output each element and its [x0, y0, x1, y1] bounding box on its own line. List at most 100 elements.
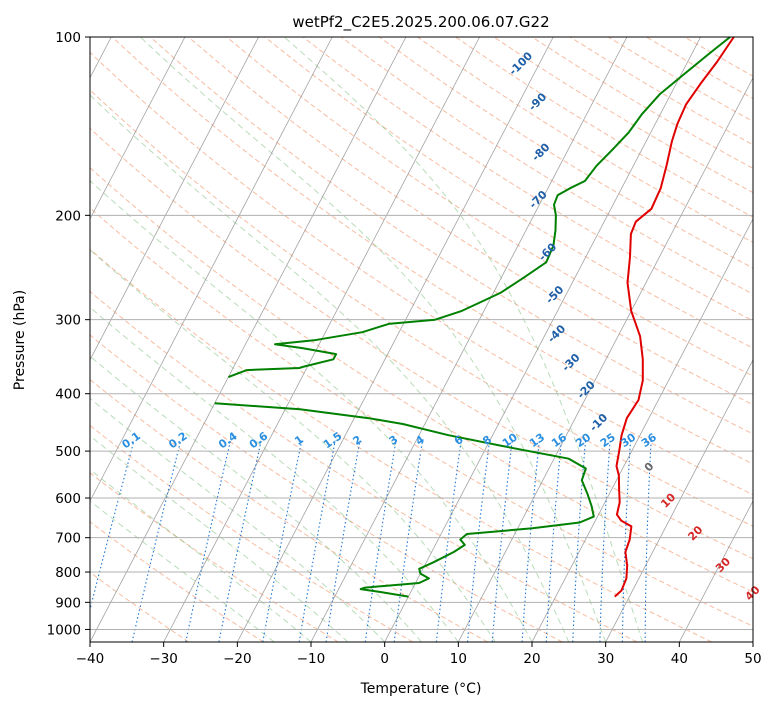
moist-adiabat	[90, 500, 275, 642]
moist-adiabat	[90, 249, 496, 642]
sounding-series	[214, 37, 735, 598]
isotherm	[531, 217, 753, 642]
mixing-ratio-line	[364, 440, 397, 642]
isotherm-label: 0	[642, 459, 657, 474]
mixing-ratio-label: 2	[351, 433, 365, 448]
mixing-ratio-line	[218, 440, 262, 642]
mixing-ratio-label: 16	[549, 430, 569, 450]
dry-adiabat	[226, 37, 753, 377]
chart-title: wetPf2_C2E5.2025.200.06.07.G22	[292, 13, 549, 32]
moist-adiabat	[90, 397, 386, 642]
isotherm	[90, 37, 186, 220]
dry-adiabat	[646, 37, 753, 100]
isotherm-label: -90	[526, 90, 549, 113]
mixing-ratio-label: 6	[452, 433, 466, 448]
x-tick-label: −20	[223, 651, 252, 667]
moist-adiabat	[90, 355, 422, 642]
moist-adiabat	[139, 37, 607, 642]
y-tick-label: 1000	[47, 622, 81, 638]
mixing-ratio-line	[325, 440, 361, 642]
mixing-ratio-label: 8	[480, 433, 494, 448]
y-axis-label: Pressure (hPa)	[12, 290, 28, 390]
x-tick-label: 50	[744, 651, 761, 667]
sounding-line-2	[228, 37, 731, 379]
dry-adiabat	[90, 472, 339, 642]
isotherm	[90, 37, 407, 642]
moist-adiabat	[283, 37, 643, 642]
y-tick-label: 100	[55, 30, 81, 46]
mixing-ratio-line	[393, 440, 424, 642]
mixing-ratio-line	[262, 440, 303, 642]
mixing-ratio-line	[572, 440, 587, 642]
isotherm-label: -10	[587, 411, 610, 434]
mixing-ratio-label: 36	[639, 430, 659, 450]
isotherm-label: -30	[559, 351, 582, 374]
mixing-ratio-line	[644, 440, 652, 642]
dry-adiabat	[111, 37, 753, 465]
dry-adiabat	[188, 37, 753, 406]
dry-adiabat	[90, 248, 712, 642]
dry-adiabat	[90, 521, 264, 642]
isotherm-label: 20	[685, 523, 705, 543]
isotherm	[678, 500, 753, 642]
dry-adiabat	[684, 37, 753, 77]
y-tick-label: 400	[55, 387, 81, 403]
x-axis-label: Temperature (°C)	[360, 681, 482, 697]
dry-adiabat	[90, 571, 190, 642]
dry-adiabat	[90, 378, 488, 642]
sounding-line-0	[614, 37, 735, 598]
mixing-ratio-line	[90, 440, 135, 612]
mixing-ratio-label: 10	[500, 431, 520, 451]
isotherm	[752, 641, 753, 642]
isopleth-labels: 0.1 0.2 0.4 0.6 1 1.5 2 3 4 6 8 10 13 16 20 25 30 36-100-…	[120, 49, 763, 603]
mixing-ratio-line	[599, 440, 611, 642]
mixing-ratio-line	[621, 440, 632, 642]
x-tick-label: 0	[380, 651, 389, 667]
dry-adiabat	[569, 37, 753, 146]
isotherm	[90, 37, 259, 361]
mixing-ratio-label: 0.4	[216, 429, 240, 451]
sounding-line-1	[214, 402, 595, 598]
y-tick-label: 600	[55, 491, 81, 507]
dry-adiabat	[90, 89, 753, 527]
dry-adiabat	[150, 37, 753, 435]
y-tick-label: 200	[55, 208, 81, 224]
dry-adiabat	[264, 37, 753, 349]
y-tick-label: 900	[55, 595, 81, 611]
isotherm	[457, 76, 753, 642]
x-tick-label: −40	[76, 651, 105, 667]
dry-adiabat	[90, 127, 753, 560]
moist-adiabat	[90, 435, 349, 642]
isotherm-label: -100	[506, 49, 535, 78]
mixing-ratio-label: 20	[573, 430, 593, 450]
y-tick-label: 700	[55, 531, 81, 547]
x-tick-label: 40	[671, 651, 688, 667]
mixing-ratio-line	[545, 440, 562, 642]
moist-adiabat	[90, 179, 533, 642]
dry-adiabat	[90, 167, 753, 593]
dry-adiabat	[90, 424, 414, 642]
isotherm-label: -60	[536, 240, 559, 263]
y-tick-label: 300	[55, 313, 81, 329]
x-tick-label: 20	[523, 651, 540, 667]
mixing-ratio-line	[185, 440, 232, 642]
mixing-ratio-line	[298, 440, 336, 642]
y-tick-label: 800	[55, 565, 81, 581]
y-tick-label: 500	[55, 444, 81, 460]
isotherm	[310, 37, 628, 642]
mixing-ratio-label: 1.5	[321, 429, 344, 451]
plot-frame	[89, 36, 754, 643]
mixing-ratio-label: 0.2	[166, 429, 189, 451]
dry-adiabat	[379, 37, 753, 269]
x-tick-label: 30	[597, 651, 614, 667]
isotherm-label: -40	[545, 322, 568, 345]
dry-adiabat	[90, 334, 563, 642]
isotherm	[605, 359, 753, 642]
background-lines	[90, 37, 753, 642]
y-axis-ticks: 100 200 300 400 500 600 700 800 900 1000	[47, 30, 90, 638]
mixing-ratio-line	[491, 440, 513, 642]
dry-adiabat	[90, 51, 753, 496]
isotherm	[384, 37, 701, 642]
moist-adiabat	[90, 468, 312, 642]
